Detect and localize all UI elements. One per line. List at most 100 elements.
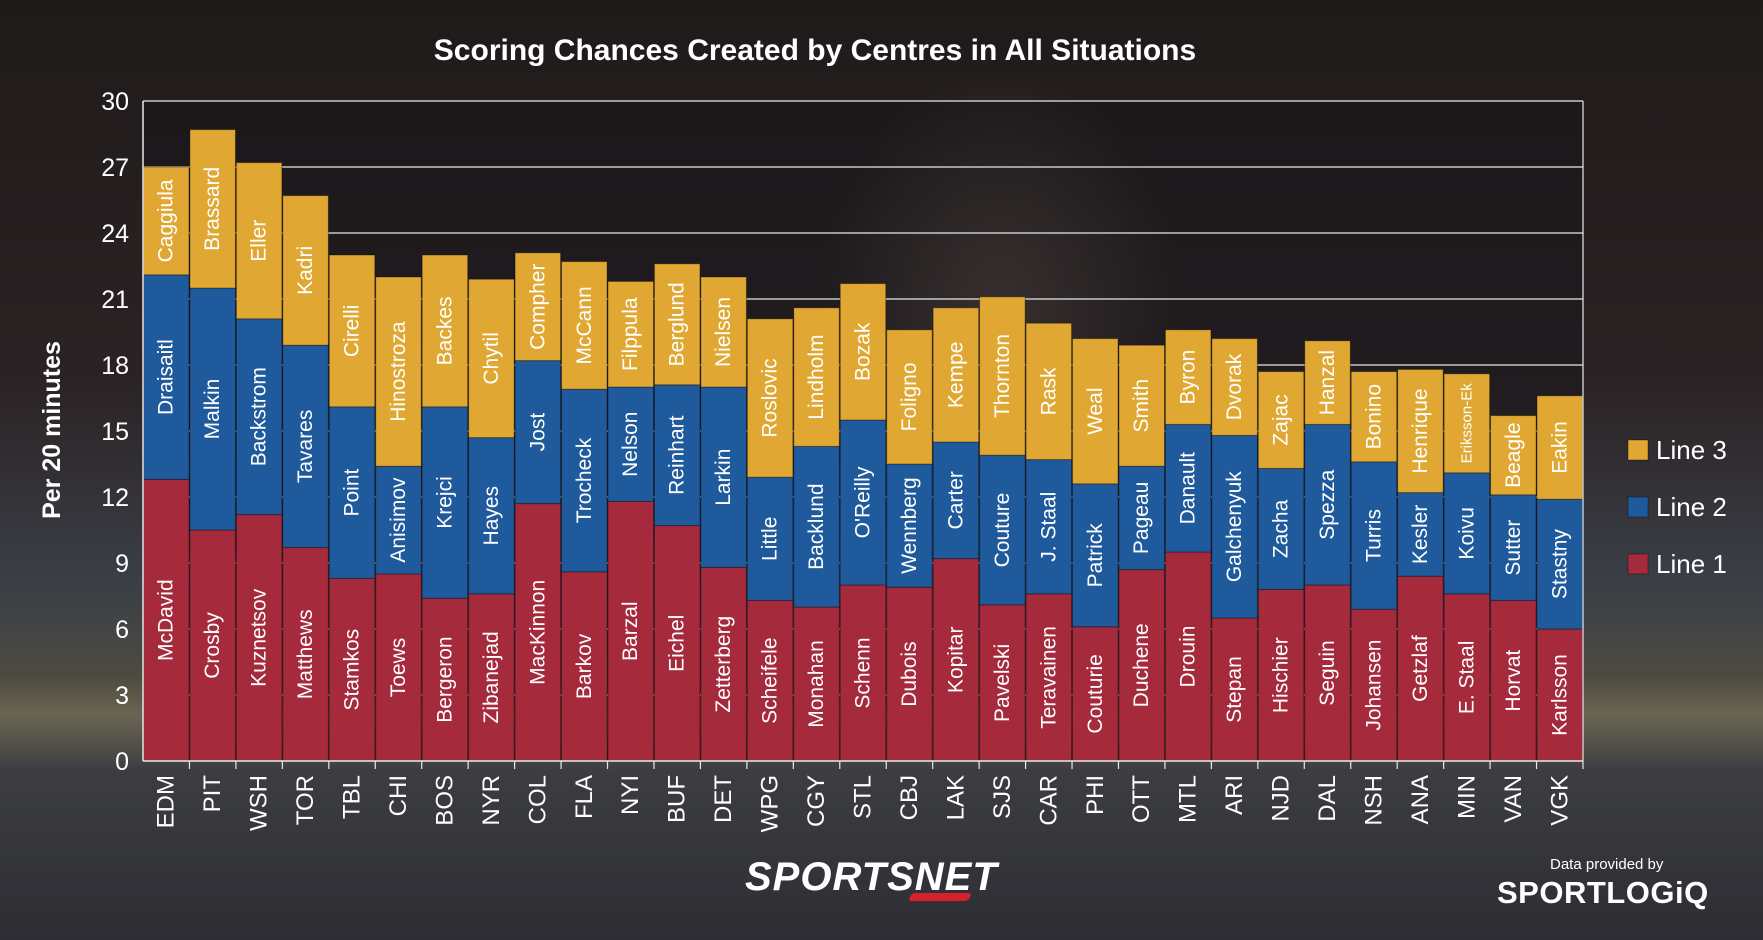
bar-player-label: Thornton [991, 334, 1014, 418]
bar-segment [282, 547, 329, 762]
bar-player-label: Hayes [480, 486, 503, 546]
x-category-label: OTT [1128, 775, 1155, 823]
x-category-label: MIN [1453, 775, 1480, 819]
bar-player-label: Hanzal [1316, 350, 1339, 415]
bar-segment [1257, 467, 1305, 590]
bar-player-label: Wennberg [898, 477, 921, 574]
bars: McDavid Draisaitl Caggiula Crosby Malkin Bras… [142, 129, 1584, 762]
x-category-label: WPG [757, 775, 784, 832]
y-tick-label: 12 [101, 484, 129, 512]
bar-segment [1304, 340, 1351, 425]
bar-segment [793, 606, 840, 762]
sportsnet-swoosh-icon [908, 893, 972, 901]
bar-player-label: Bergeron [433, 636, 456, 722]
bar-segment [979, 454, 1026, 606]
bar-segment [468, 278, 515, 439]
bar-player-label: Byron [1177, 350, 1200, 405]
x-category-label: ANA [1407, 775, 1434, 824]
bar-player-label: Malkin [201, 379, 224, 440]
x-category-label: WSH [246, 775, 273, 831]
bar-player-label: Stamkos [341, 629, 364, 711]
x-category-label: CAR [1035, 775, 1062, 826]
bar-segment [746, 476, 794, 601]
x-category-label: NYI [617, 775, 644, 815]
bar-segment [468, 437, 515, 595]
x-category-label: NSH [1360, 775, 1387, 826]
bar-player-label: Seguin [1316, 640, 1339, 705]
sportsnet-logo: SPORTSNET [745, 855, 998, 899]
x-category-label: VAN [1500, 775, 1527, 823]
chart-title: Scoring Chances Created by Centres in Al… [434, 34, 1196, 67]
bar-segment [375, 276, 422, 467]
bar-segment [607, 386, 655, 502]
bar-player-label: Point [341, 469, 364, 517]
bar-player-label: Chytil [480, 332, 503, 385]
bar-segment [468, 593, 515, 762]
bar-player-label: Teravainen [1037, 626, 1060, 729]
x-category-label: ARI [1221, 775, 1248, 815]
bar-segment [1536, 395, 1584, 500]
bar-player-label: Scheifele [759, 638, 782, 724]
bar-segment [1397, 492, 1444, 577]
x-category-label: NYR [478, 775, 505, 826]
bar-player-label: Smith [1130, 379, 1153, 433]
bar-segment [421, 597, 469, 762]
bar-segment [839, 419, 887, 586]
x-category-label: SJS [989, 775, 1016, 819]
y-tick-label: 21 [101, 286, 129, 314]
bar-player-label: Eakin [1548, 421, 1571, 474]
bar-player-label: Kuznetsov [248, 588, 271, 687]
bar-player-label: Dvorak [1223, 353, 1246, 420]
bar-player-label: Hischier [1270, 637, 1293, 713]
bar-segment [886, 463, 933, 588]
bar-segment [1443, 373, 1491, 474]
bar-player-label: Backlund [805, 484, 828, 570]
x-category-label: CBJ [896, 775, 923, 820]
bar-segment [514, 252, 562, 362]
bar-segment [1304, 584, 1351, 762]
bar-segment [1304, 423, 1351, 586]
bar-player-label: Couturie [1084, 654, 1107, 733]
x-category-label: PIT [199, 775, 226, 813]
x-category-label: COL [524, 775, 551, 824]
bar-segment [979, 296, 1026, 456]
y-tick-label: 6 [115, 616, 129, 644]
bar-player-label: MacKinnon [526, 580, 549, 685]
bar-segment [932, 307, 980, 443]
bar-segment [142, 166, 190, 276]
bar-segment [1490, 415, 1537, 496]
bar-segment [561, 571, 608, 762]
bar-player-label: Trocheck [573, 437, 596, 523]
bar-player-label: O'Reilly [852, 466, 875, 538]
bar-player-label: Foligno [898, 362, 921, 431]
bar-segment [1350, 608, 1398, 762]
bar-segment [1257, 371, 1305, 469]
bar-player-label: Drouin [1177, 626, 1200, 688]
bar-player-label: Eriksson-Ek [1458, 383, 1475, 464]
bar-player-label: Reinhart [666, 415, 689, 495]
bar-player-label: Lindholm [805, 334, 828, 419]
bar-player-label: Zetterberg [712, 616, 735, 713]
bar-player-label: Stastny [1548, 529, 1571, 600]
bar-segment [1025, 459, 1073, 595]
x-category-label: VGK [1546, 775, 1573, 826]
bar-player-label: Backstrom [248, 367, 271, 466]
bar-player-label: Berglund [666, 282, 689, 366]
bar-player-label: McDavid [155, 579, 178, 661]
legend-swatch [1627, 553, 1649, 575]
bar-segment [607, 500, 655, 762]
x-category-label: FLA [571, 775, 598, 819]
bar-player-label: Duchene [1130, 623, 1153, 707]
legend: Line 3 Line 2 Line 1 [1627, 435, 1727, 579]
bar-player-label: Zibanejad [480, 631, 503, 723]
bar-player-label: Beagle [1502, 423, 1525, 488]
legend-swatch [1627, 439, 1649, 461]
bar-player-label: J. Staal [1037, 492, 1060, 562]
bar-player-label: E. Staal [1455, 641, 1478, 715]
bar-player-label: Zajac [1270, 394, 1293, 445]
bar-segment [375, 573, 422, 762]
bar-player-label: Henrique [1409, 388, 1432, 473]
bar-player-label: Barzal [619, 601, 642, 661]
bar-segment [1164, 423, 1212, 553]
